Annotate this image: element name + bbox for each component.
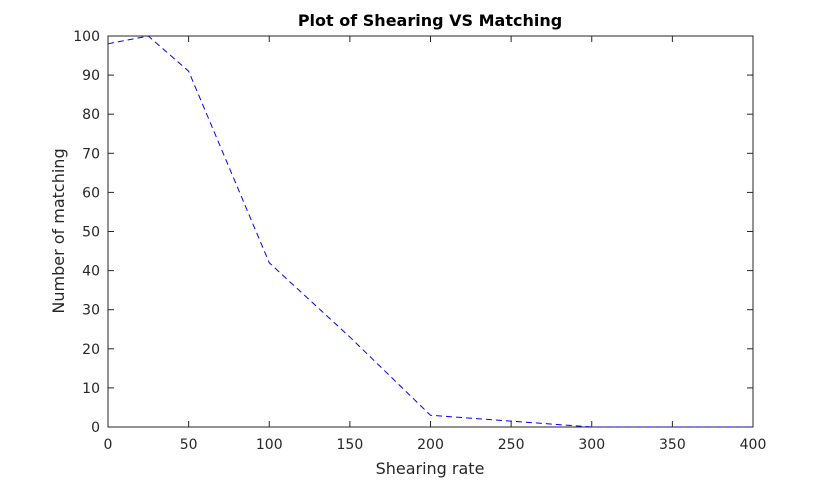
x-tick-label-2: 100 bbox=[256, 437, 283, 453]
y-tick-label-6: 60 bbox=[82, 185, 100, 201]
tick-labels: 0 50 100 150 200 250 300 350 400 0 10 20 30 40 50 60 70 8… bbox=[73, 29, 766, 453]
y-tick-label-0: 0 bbox=[91, 420, 100, 436]
chart-title: Plot of Shearing VS Matching bbox=[298, 11, 562, 30]
x-axis-label: Shearing rate bbox=[376, 459, 485, 478]
x-tick-label-4: 200 bbox=[417, 437, 444, 453]
y-tick-label-5: 50 bbox=[82, 225, 100, 241]
y-tick-label-3: 30 bbox=[82, 303, 100, 319]
y-tick-label-2: 20 bbox=[82, 342, 100, 358]
x-tick-label-6: 300 bbox=[578, 437, 605, 453]
x-tick-label-8: 400 bbox=[740, 437, 767, 453]
plot-area bbox=[107, 35, 754, 428]
y-tick-label-7: 70 bbox=[82, 146, 100, 162]
y-tick-label-1: 10 bbox=[82, 381, 100, 397]
x-tick-label-5: 250 bbox=[498, 437, 525, 453]
y-axis-label: Number of matching bbox=[49, 148, 68, 313]
y-tick-label-10: 100 bbox=[73, 29, 100, 45]
x-tick-label-1: 50 bbox=[180, 437, 198, 453]
x-tick-label-0: 0 bbox=[104, 437, 113, 453]
x-tick-label-3: 150 bbox=[337, 437, 364, 453]
y-tick-label-9: 90 bbox=[82, 68, 100, 84]
y-tick-label-8: 80 bbox=[82, 107, 100, 123]
y-tick-label-4: 40 bbox=[82, 264, 100, 280]
x-tick-label-7: 350 bbox=[659, 437, 686, 453]
